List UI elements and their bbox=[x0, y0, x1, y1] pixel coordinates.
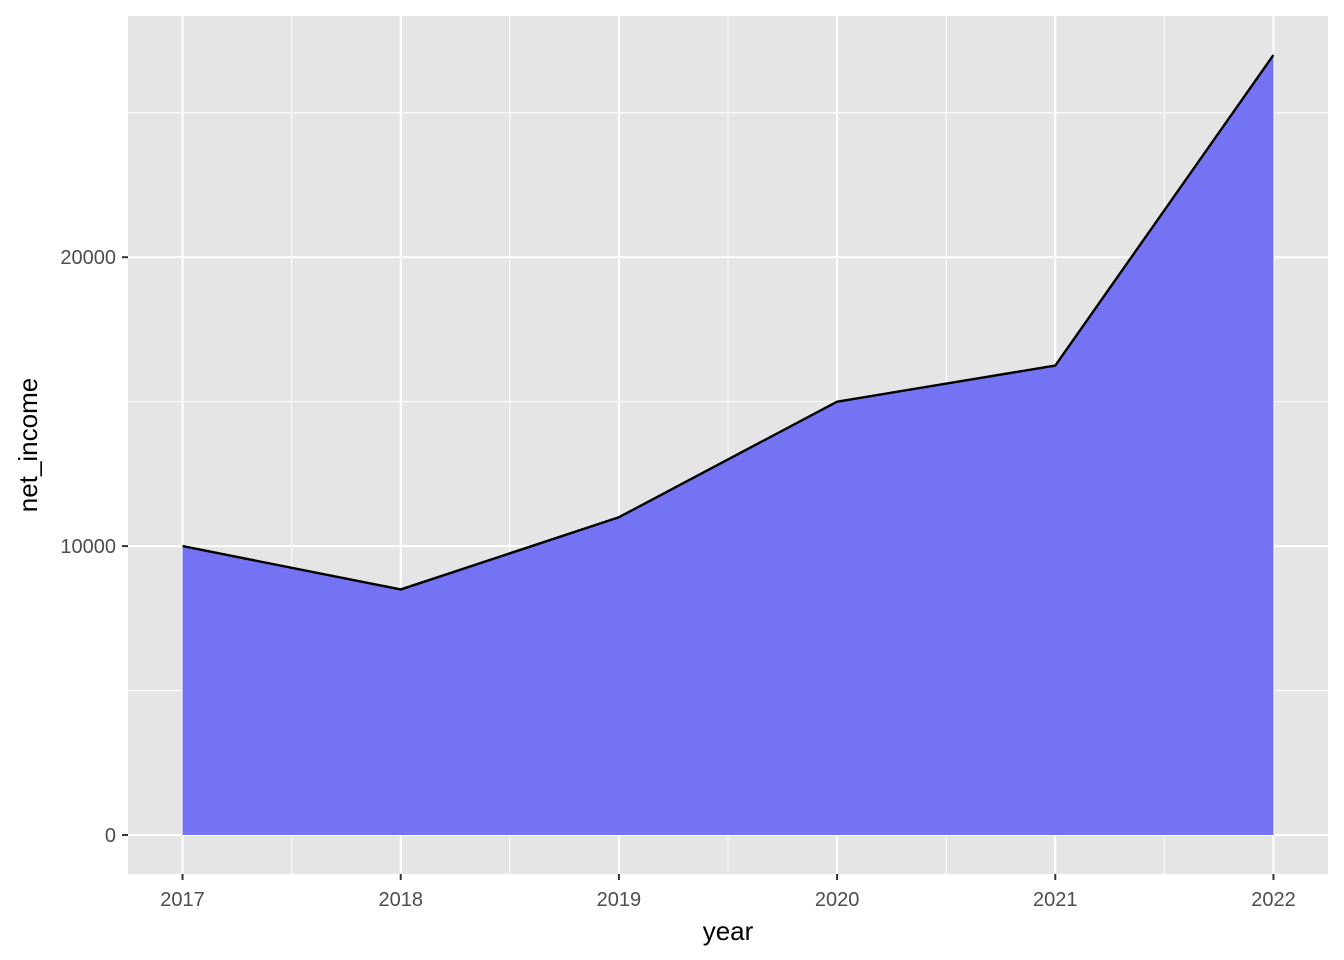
y-tick-label: 20000 bbox=[60, 247, 116, 269]
area-fill bbox=[182, 55, 1274, 835]
y-axis-tick-labels: 0 10000 20000 bbox=[60, 247, 116, 847]
x-tick-label: 2022 bbox=[1251, 889, 1296, 911]
y-tick-label: 0 bbox=[105, 825, 116, 847]
x-tick-label: 2018 bbox=[378, 889, 423, 911]
x-tick-label: 2020 bbox=[815, 889, 860, 911]
axis-ticks bbox=[122, 256, 1275, 880]
x-tick-label: 2019 bbox=[597, 889, 642, 911]
x-axis-tick-labels: 2017 2018 2019 2020 2021 2022 bbox=[160, 889, 1295, 911]
x-tick-label: 2021 bbox=[1033, 889, 1078, 911]
y-tick-label: 10000 bbox=[60, 536, 116, 558]
series-layer bbox=[182, 54, 1275, 835]
x-tick-label: 2017 bbox=[160, 889, 205, 911]
x-axis-title: year bbox=[703, 916, 754, 946]
series-line bbox=[182, 54, 1275, 591]
y-axis-title: net_income bbox=[13, 378, 43, 512]
